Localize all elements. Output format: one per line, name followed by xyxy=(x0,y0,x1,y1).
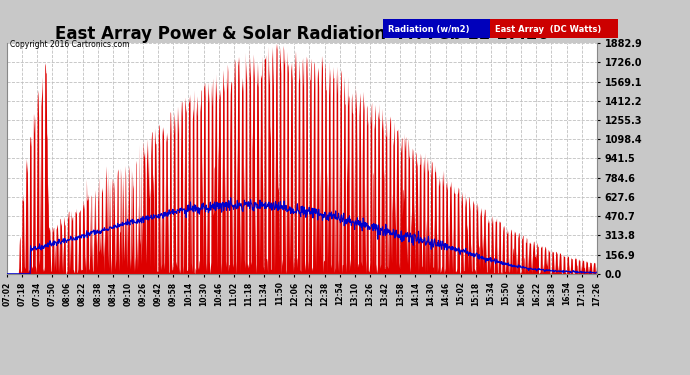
Title: East Array Power & Solar Radiation  Fri Feb 12 17:26: East Array Power & Solar Radiation Fri F… xyxy=(55,25,549,43)
Text: Copyright 2016 Cartronics.com: Copyright 2016 Cartronics.com xyxy=(10,40,130,49)
Text: Radiation (w/m2): Radiation (w/m2) xyxy=(388,25,469,34)
Text: East Array  (DC Watts): East Array (DC Watts) xyxy=(495,25,601,34)
